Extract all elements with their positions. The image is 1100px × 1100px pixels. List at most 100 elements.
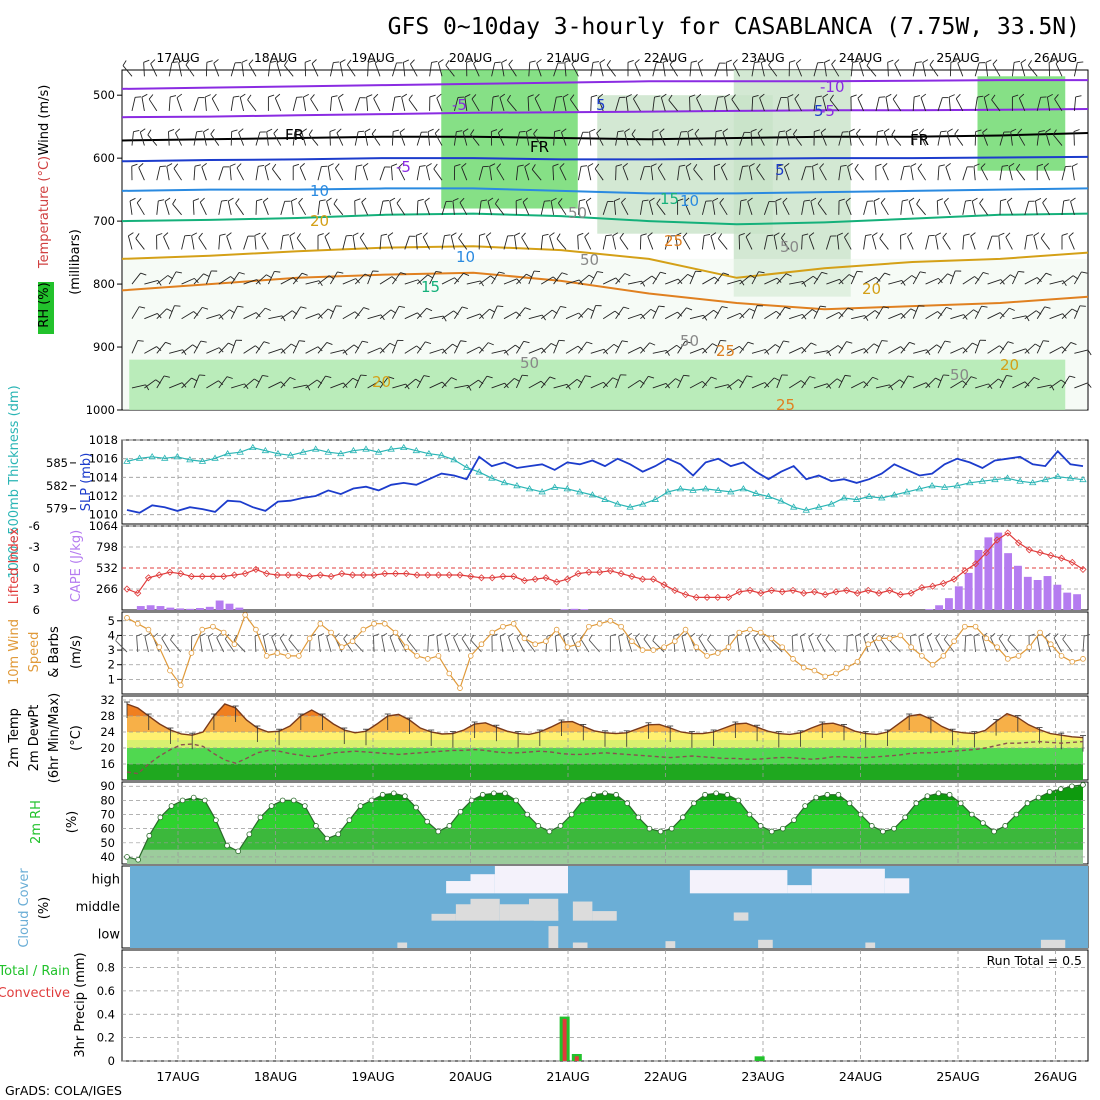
cloud-block: [533, 911, 559, 921]
wind-barb-icon: [393, 129, 400, 133]
thickness-marker: [412, 446, 421, 454]
contour-label: 20: [372, 373, 391, 391]
wind-barb-icon: [436, 97, 443, 112]
wind-barb-icon: [524, 166, 530, 181]
lifted-index-marker: [155, 571, 163, 579]
wind-barb-icon: [950, 347, 964, 354]
lifted-index-marker: [939, 579, 947, 587]
wind-speed-marker: [661, 644, 667, 650]
wind-barb-icon: [882, 163, 888, 168]
wind-barb-icon: [910, 308, 917, 312]
wind-barb-icon: [470, 129, 475, 135]
wind-barb-icon: [280, 310, 293, 320]
wind-barb-icon: [330, 271, 338, 285]
y-tick-label: 1000: [86, 403, 115, 417]
wind-barb-icon: [793, 133, 802, 146]
wind-barb-icon: [597, 97, 604, 112]
wind-barb-icon: [467, 385, 472, 391]
thickness-marker: [764, 492, 773, 499]
wind-barb-icon: [248, 63, 257, 77]
cloud-block: [572, 901, 593, 921]
wind-barb-icon: [288, 639, 300, 653]
wind-barb-icon: [491, 96, 494, 111]
wind-barb-icon: [764, 382, 770, 388]
wind-barb-icon: [478, 342, 489, 354]
wind-barb-icon: [144, 280, 159, 285]
wind-barb-icon: [875, 131, 878, 146]
wind-speed-marker: [188, 650, 195, 656]
wind-barb-icon: [156, 233, 163, 236]
rh-marker: [680, 814, 686, 821]
ylabel-ms: (m/s): [69, 635, 84, 669]
wind-barb-icon: [508, 59, 513, 65]
wind-barb-icon: [392, 272, 401, 285]
wind-barb-icon: [982, 128, 988, 133]
wind-barb-icon: [820, 305, 827, 308]
wind-barb-icon: [305, 280, 320, 285]
rh-marker: [1002, 823, 1008, 829]
wind-barb-icon: [450, 235, 455, 250]
wind-barb-icon: [168, 96, 171, 111]
ylabel-percent: (%): [37, 897, 52, 920]
wind-speed-marker: [414, 653, 420, 659]
wind-barb-icon: [875, 272, 885, 285]
wind-barb-icon: [649, 342, 656, 346]
rh-marker: [168, 803, 175, 809]
wind-barb-icon: [324, 236, 331, 250]
wind-barb-icon: [940, 130, 947, 133]
wind-barb-icon: [531, 169, 542, 181]
wind-speed-marker: [596, 620, 603, 627]
wind-barb-icon: [1000, 198, 1007, 202]
wind-barb-icon: [754, 61, 761, 63]
wind-barb-icon: [1034, 343, 1041, 348]
wind-barb-icon: [684, 197, 690, 203]
wind-barb-icon: [891, 134, 902, 146]
wind-barb-icon: [652, 271, 661, 285]
lifted-index-marker: [263, 570, 271, 578]
rh-marker: [302, 803, 308, 809]
wind-barb-icon: [491, 271, 500, 285]
lifted-index-marker: [993, 536, 1001, 544]
date-label-top: 22AUG: [644, 50, 687, 65]
wind-barb-icon: [981, 636, 987, 653]
wind-barb-icon: [363, 307, 370, 310]
wind-barb-icon: [690, 632, 696, 638]
wind-speed-marker: [489, 629, 496, 636]
wind-barb-icon: [305, 379, 318, 389]
lifted-index-marker: [327, 572, 335, 580]
wind-barb-icon: [1061, 233, 1068, 236]
lifted-index-marker: [671, 586, 679, 594]
wind-speed-marker: [457, 685, 463, 691]
wind-barb-icon: [639, 166, 645, 181]
wind-barb-icon: [503, 344, 516, 354]
wind-barb-icon: [603, 277, 616, 285]
wind-barb-icon: [367, 62, 369, 77]
wind-barb-icon: [1062, 280, 1067, 287]
wind-barb-icon: [367, 270, 374, 285]
wind-barb-icon: [244, 383, 249, 390]
wind-barb-icon: [882, 167, 889, 181]
wind-barb-icon: [343, 349, 348, 356]
wind-barb-icon: [885, 97, 889, 112]
wind-barb-icon: [311, 59, 317, 64]
wind-speed-marker: [1058, 653, 1065, 659]
wind-barb-icon: [276, 59, 283, 64]
y-tick-label: 40: [100, 850, 115, 864]
wind-barb-icon: [266, 274, 272, 279]
wind-barb-icon: [677, 311, 683, 317]
wind-barb-icon: [900, 166, 905, 181]
wind-barb-icon: [199, 202, 207, 216]
wind-barb-icon: [714, 62, 720, 77]
wind-barb-icon: [1073, 62, 1078, 77]
wind-barb-icon: [712, 343, 718, 347]
cloud-block: [455, 904, 471, 921]
thickness-marker: [1041, 475, 1049, 483]
wind-barb-icon: [199, 633, 206, 637]
wind-barb-icon: [519, 130, 526, 133]
wind-barb-icon: [935, 633, 941, 639]
cape-bar: [580, 609, 589, 610]
wind-barb-icon: [136, 202, 145, 216]
wind-barb-icon: [943, 197, 949, 203]
wind-barb-icon: [203, 131, 207, 146]
